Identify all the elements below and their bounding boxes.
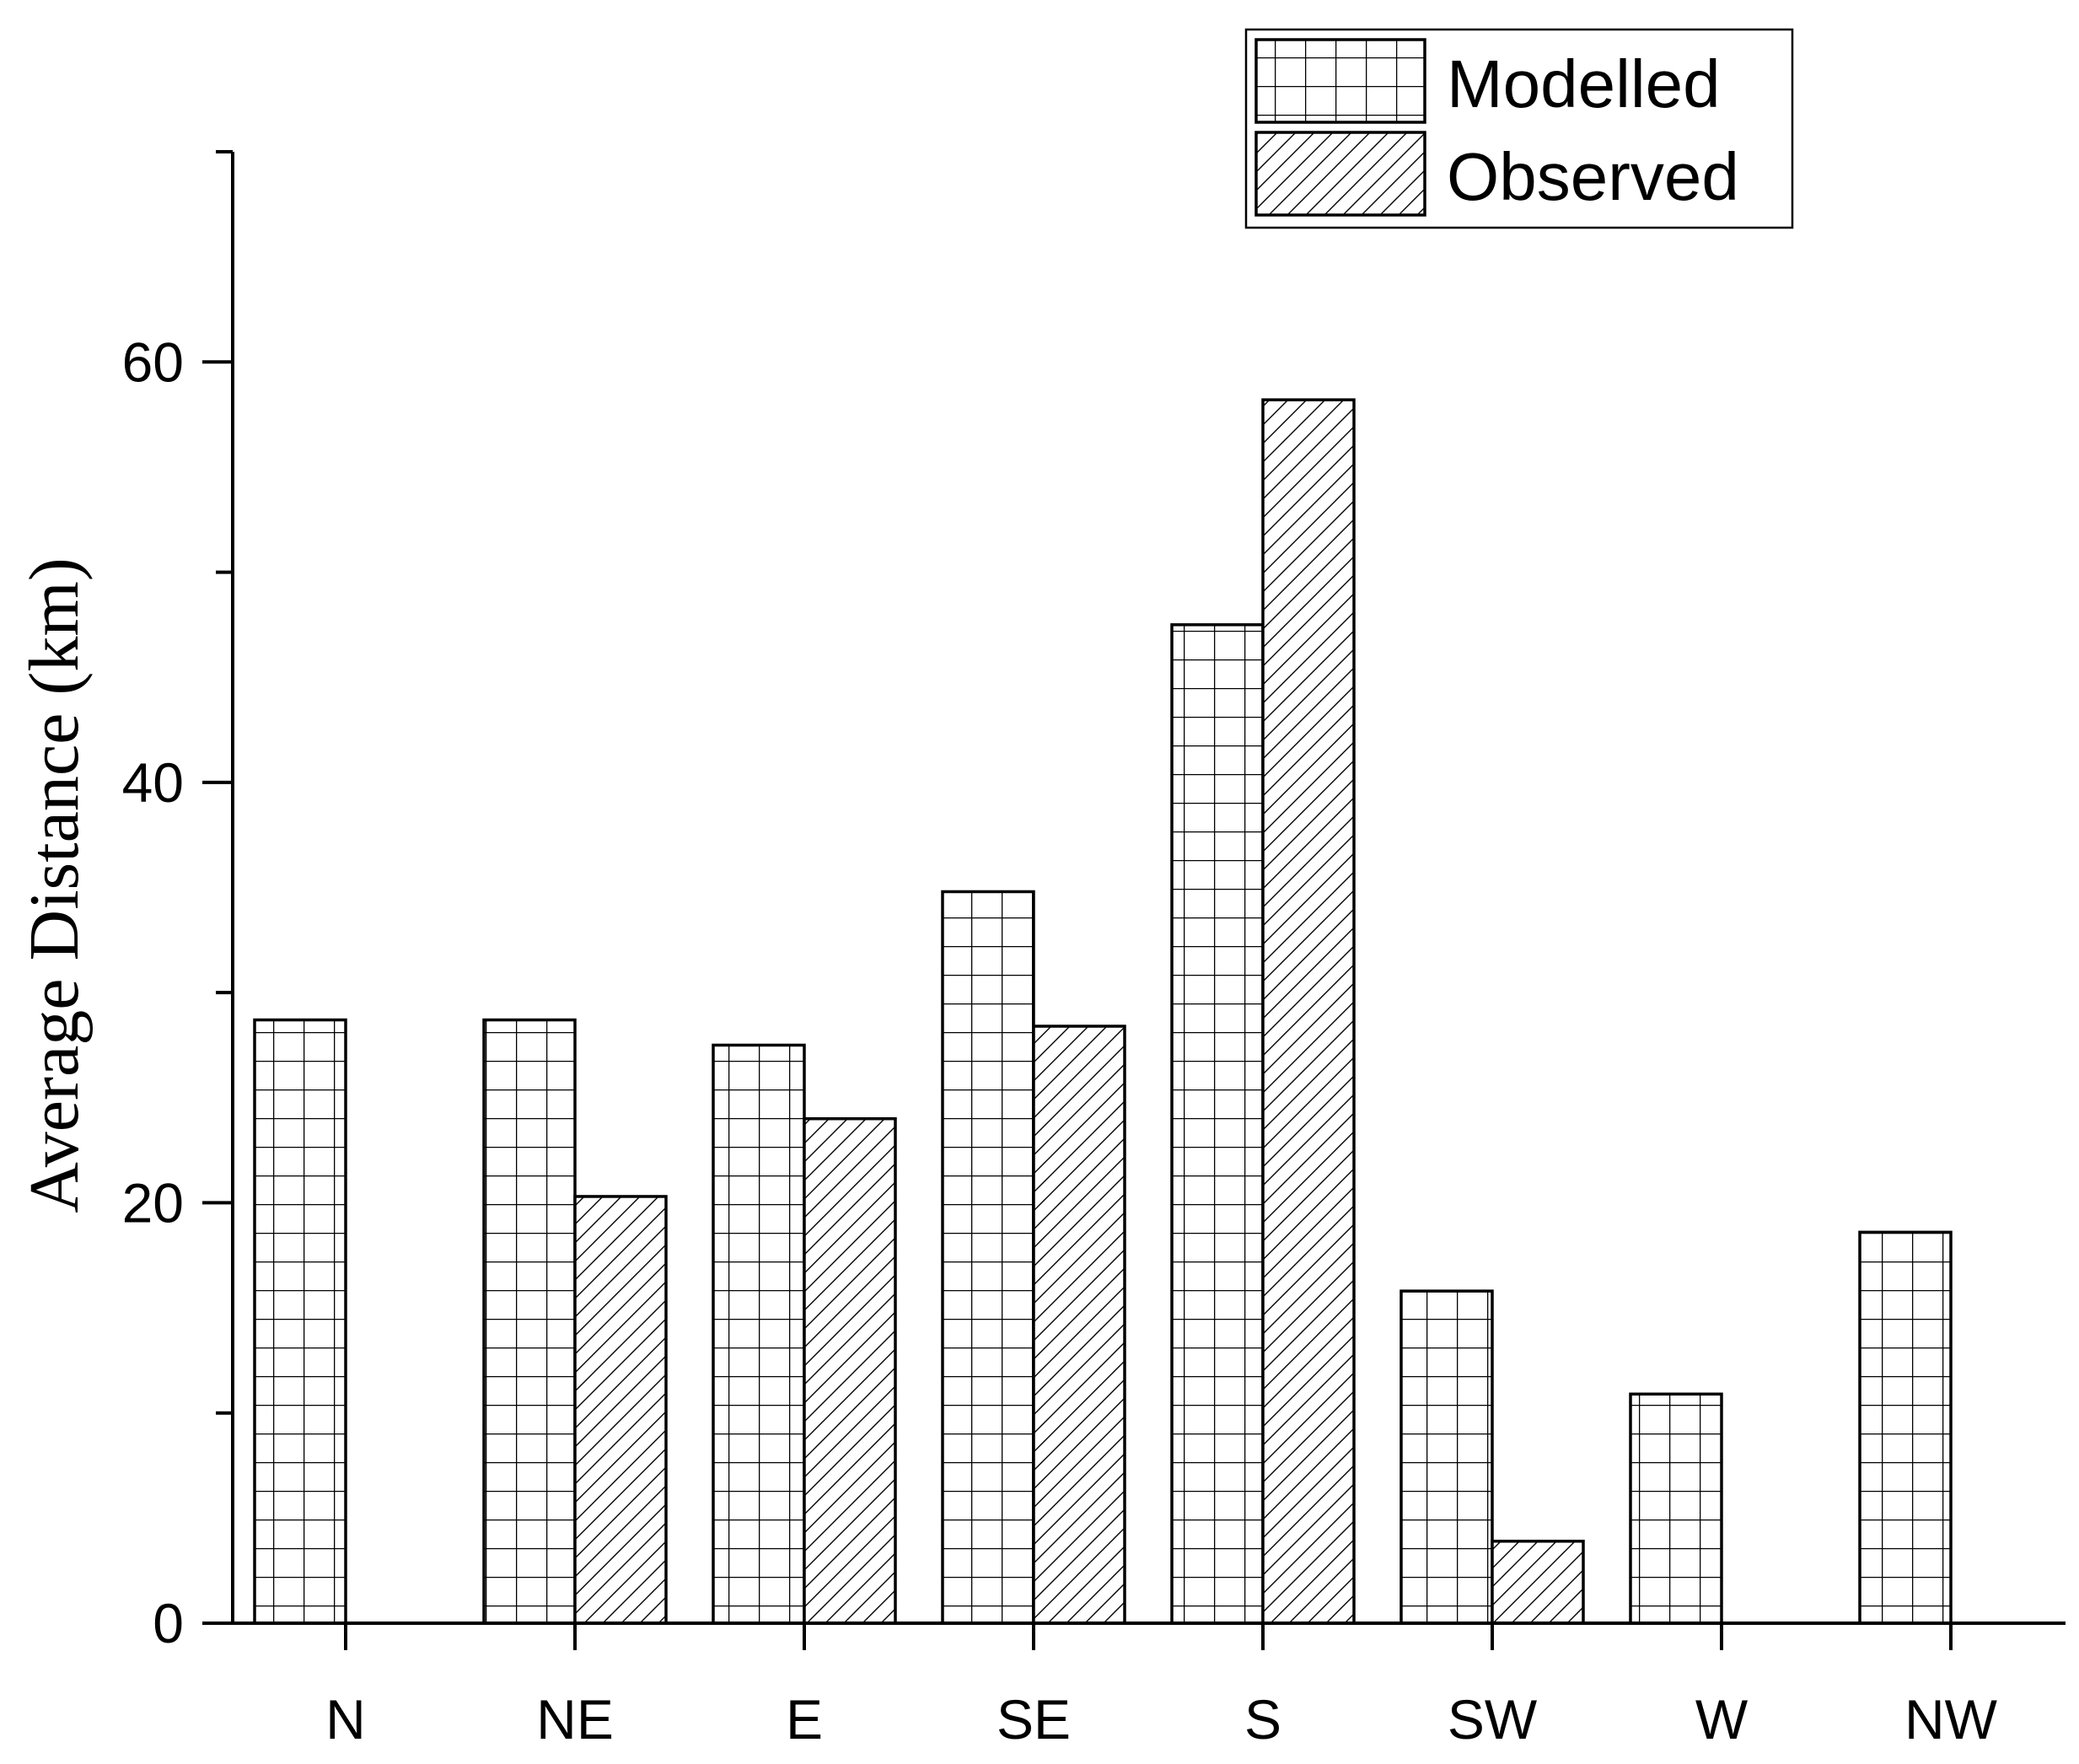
bars-layer	[253, 398, 1953, 1625]
y-tick-label: 0	[153, 1592, 184, 1654]
y-tick-label: 60	[122, 331, 184, 393]
y-axis-label: Average Distance (km)	[15, 557, 94, 1213]
bar-observed-ne	[573, 1195, 668, 1625]
bar-modelled-w	[1629, 1392, 1723, 1625]
bar-observed-sw	[1491, 1540, 1585, 1625]
bar-observed-e	[803, 1116, 897, 1625]
x-tick-label-ne: NE	[536, 1688, 614, 1751]
x-tick-label-n: N	[325, 1688, 366, 1751]
legend-label-modelled: Modelled	[1447, 46, 1721, 121]
y-tick-label: 40	[122, 751, 184, 814]
bar-modelled-e	[712, 1043, 806, 1625]
x-tick-label-nw: NW	[1904, 1688, 1998, 1751]
bar-modelled-nw	[1858, 1230, 1953, 1625]
x-tick-label-sw: SW	[1448, 1688, 1538, 1751]
bar-modelled-s	[1170, 623, 1265, 1625]
axes-layer: 0 20 40 60 N NE E SE S SW W NW Average Distance (km)	[15, 150, 2066, 1751]
y-tick-label: 20	[122, 1171, 184, 1234]
x-tick-label-w: W	[1695, 1688, 1749, 1751]
x-tick-label-s: S	[1244, 1688, 1281, 1751]
legend-label-observed: Observed	[1447, 139, 1739, 214]
x-tick-label-e: E	[786, 1688, 823, 1751]
legend-swatch-modelled	[1254, 38, 1426, 124]
bar-modelled-se	[941, 890, 1035, 1625]
bar-observed-s	[1261, 398, 1356, 1625]
bar-modelled-sw	[1399, 1289, 1494, 1625]
bar-observed-se	[1032, 1025, 1126, 1625]
legend: Modelled Observed	[1244, 28, 1794, 229]
x-tick-label-se: SE	[997, 1688, 1071, 1751]
bar-modelled-ne	[482, 1018, 577, 1625]
legend-swatch-observed	[1254, 131, 1426, 217]
bar-modelled-n	[253, 1018, 347, 1625]
